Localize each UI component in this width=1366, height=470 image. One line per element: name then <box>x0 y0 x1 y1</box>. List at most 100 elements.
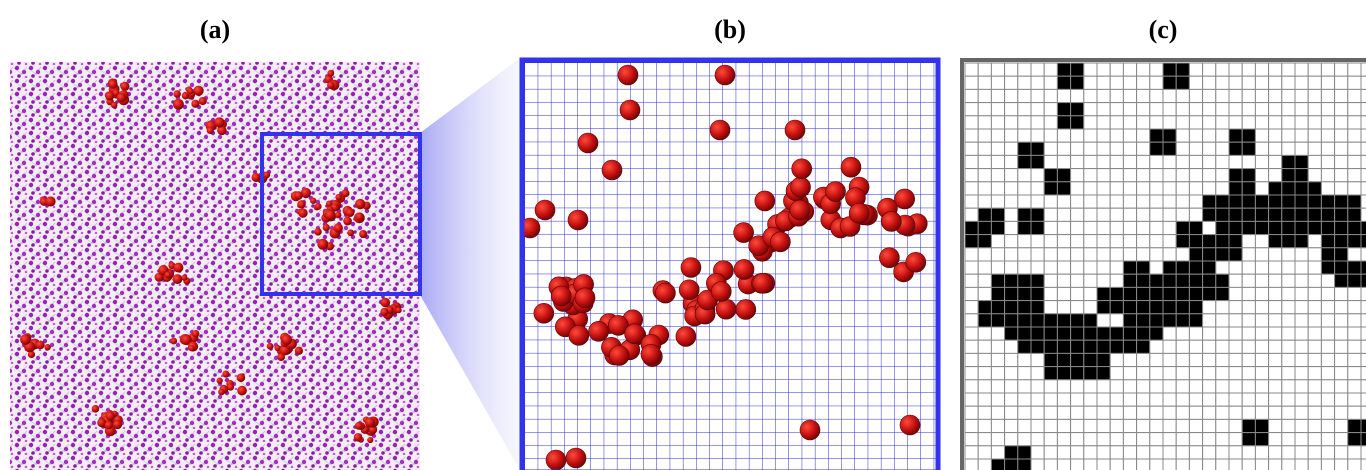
cell <box>1255 129 1268 142</box>
cell <box>1282 235 1295 248</box>
cell <box>1057 419 1070 432</box>
cell <box>1269 76 1282 89</box>
cell <box>1031 142 1044 155</box>
cell <box>991 340 1004 353</box>
cell <box>1269 433 1282 446</box>
cell <box>1137 155 1150 168</box>
cell <box>978 221 991 234</box>
cluster-atom <box>346 208 355 217</box>
cell <box>1071 221 1084 234</box>
cell <box>1295 287 1308 300</box>
cell <box>1255 380 1268 393</box>
cell <box>1150 301 1163 314</box>
cell <box>1044 261 1057 274</box>
cell <box>1084 340 1097 353</box>
cell <box>1137 419 1150 432</box>
cell <box>1335 208 1348 221</box>
cell <box>1031 129 1044 142</box>
cell <box>1071 380 1084 393</box>
cluster-atom <box>214 117 224 127</box>
cluster-atom <box>36 341 45 350</box>
cell <box>1005 155 1018 168</box>
cell <box>1084 208 1097 221</box>
cell <box>1031 116 1044 129</box>
cell <box>1216 129 1229 142</box>
cell <box>1361 261 1366 274</box>
cell <box>1282 116 1295 129</box>
cell <box>1163 182 1176 195</box>
cell <box>1308 195 1321 208</box>
cell <box>1097 287 1110 300</box>
cell <box>965 195 978 208</box>
cluster-atom <box>355 422 363 430</box>
cell <box>1189 182 1202 195</box>
cell <box>1348 367 1361 380</box>
cell <box>1031 433 1044 446</box>
cell <box>1084 155 1097 168</box>
cell <box>1005 261 1018 274</box>
cell <box>1057 169 1070 182</box>
cell <box>1163 89 1176 102</box>
cell <box>1084 301 1097 314</box>
cell <box>1163 367 1176 380</box>
cell <box>1308 182 1321 195</box>
cell <box>991 129 1004 142</box>
cell <box>1084 380 1097 393</box>
cell <box>1071 76 1084 89</box>
cell <box>1216 327 1229 340</box>
cell <box>1361 353 1366 366</box>
cell <box>991 142 1004 155</box>
cell <box>1084 235 1097 248</box>
cell <box>1203 433 1216 446</box>
cell <box>1229 89 1242 102</box>
cell <box>1018 459 1031 470</box>
cell <box>1005 89 1018 102</box>
cell <box>1031 63 1044 76</box>
cell <box>1084 314 1097 327</box>
cell <box>1005 327 1018 340</box>
cell <box>1335 248 1348 261</box>
cluster-atom <box>188 88 194 94</box>
cell <box>1163 208 1176 221</box>
particle <box>711 281 731 301</box>
cell <box>1295 340 1308 353</box>
cluster-atom <box>294 191 303 200</box>
cell <box>1216 287 1229 300</box>
particle <box>534 303 554 323</box>
cell <box>1308 380 1321 393</box>
cell <box>1321 353 1334 366</box>
cell <box>1295 406 1308 419</box>
cluster-atom <box>355 199 365 209</box>
cell <box>1255 261 1268 274</box>
cell <box>1071 367 1084 380</box>
cell <box>965 340 978 353</box>
cell <box>1255 142 1268 155</box>
cell <box>1163 129 1176 142</box>
cell <box>1150 129 1163 142</box>
cell <box>1110 63 1123 76</box>
cell <box>991 76 1004 89</box>
cell <box>1295 274 1308 287</box>
cell <box>965 433 978 446</box>
cell <box>1150 287 1163 300</box>
cell <box>1057 155 1070 168</box>
cell <box>1282 446 1295 459</box>
cell <box>1361 221 1366 234</box>
cell <box>1110 327 1123 340</box>
cell <box>1242 327 1255 340</box>
cell <box>1084 406 1097 419</box>
cluster-atom <box>298 208 307 217</box>
cell <box>1176 367 1189 380</box>
cell <box>1269 380 1282 393</box>
cell <box>1150 169 1163 182</box>
cell <box>1229 142 1242 155</box>
cell <box>1361 89 1366 102</box>
cell <box>1282 103 1295 116</box>
cell <box>1044 221 1057 234</box>
cell <box>1321 393 1334 406</box>
cell <box>1203 419 1216 432</box>
cell <box>1295 433 1308 446</box>
cell <box>1189 459 1202 470</box>
cell <box>1097 89 1110 102</box>
cell <box>1097 103 1110 116</box>
